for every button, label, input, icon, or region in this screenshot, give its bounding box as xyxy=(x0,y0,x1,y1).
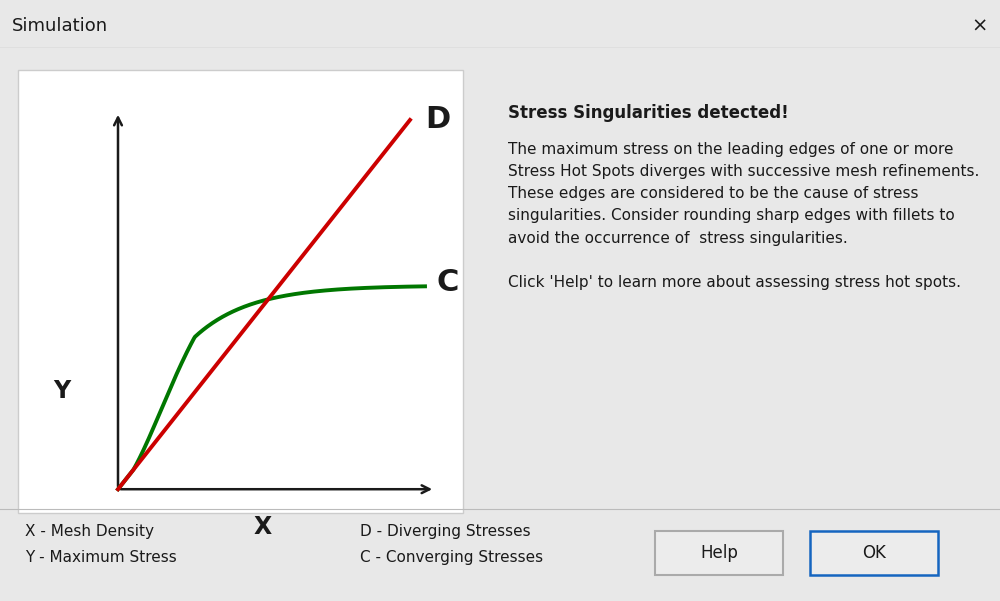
Text: Simulation: Simulation xyxy=(12,17,108,35)
Text: Y: Y xyxy=(53,379,71,403)
Text: D: D xyxy=(425,105,450,135)
Text: Y - Maximum Stress: Y - Maximum Stress xyxy=(25,549,177,564)
Text: Stress Singularities detected!: Stress Singularities detected! xyxy=(508,104,789,122)
FancyBboxPatch shape xyxy=(655,531,783,575)
Text: D - Diverging Stresses: D - Diverging Stresses xyxy=(360,523,531,538)
Text: Help: Help xyxy=(700,544,738,562)
Text: OK: OK xyxy=(862,544,886,562)
Text: X - Mesh Density: X - Mesh Density xyxy=(25,523,154,538)
Text: ×: × xyxy=(972,17,988,36)
Text: C - Converging Stresses: C - Converging Stresses xyxy=(360,549,543,564)
Text: The maximum stress on the leading edges of one or more
Stress Hot Spots diverges: The maximum stress on the leading edges … xyxy=(508,142,979,290)
Text: X: X xyxy=(254,515,272,539)
FancyBboxPatch shape xyxy=(18,70,463,513)
FancyBboxPatch shape xyxy=(810,531,938,575)
Text: C: C xyxy=(437,268,459,297)
